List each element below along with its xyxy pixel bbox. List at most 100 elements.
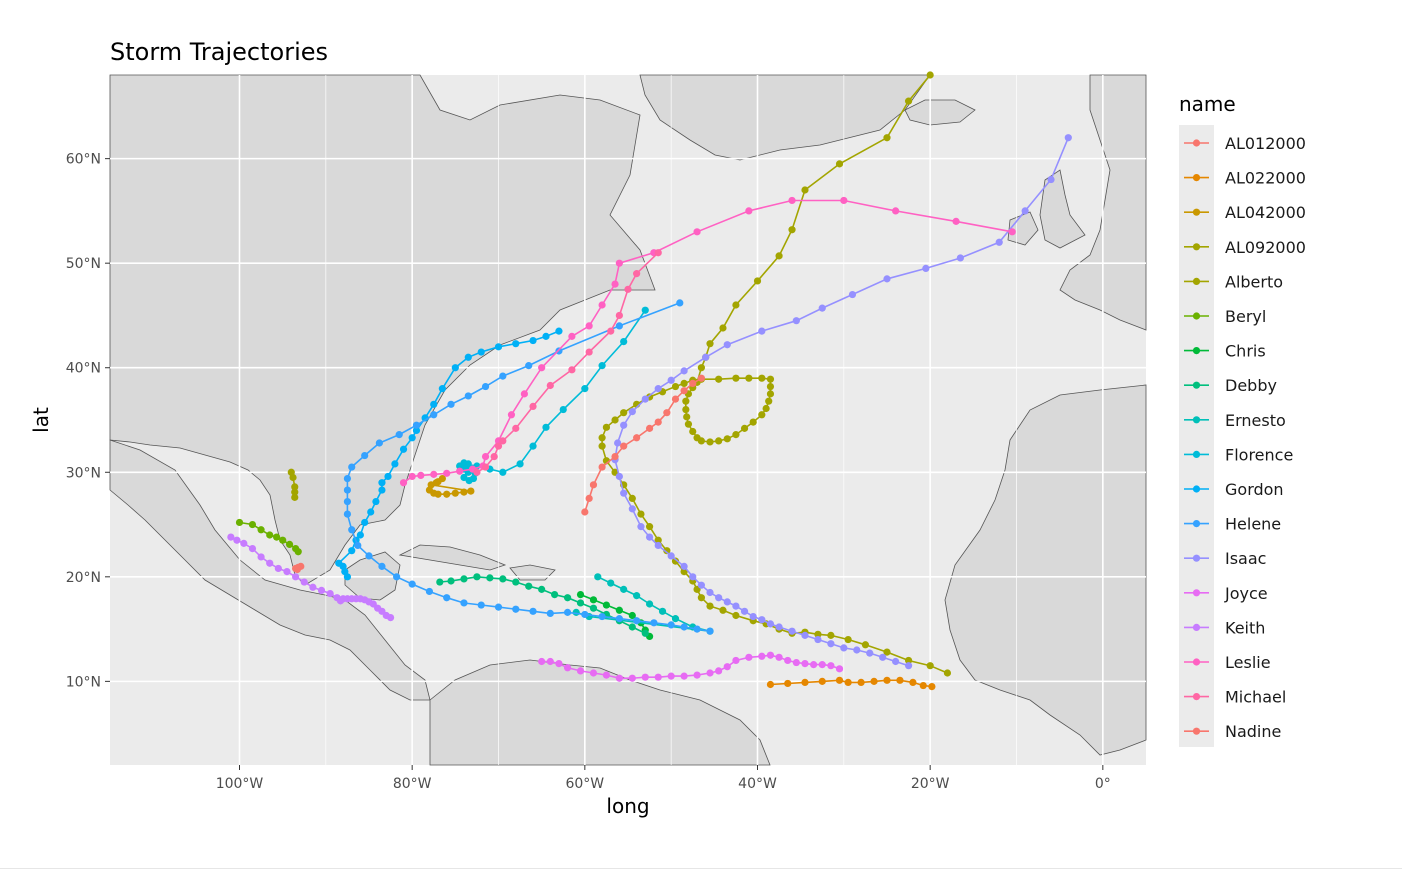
legend-key-point (1192, 139, 1201, 147)
track-point (408, 472, 416, 481)
track-point (689, 427, 697, 436)
track-point (451, 489, 459, 497)
legend-key-point (1192, 174, 1201, 182)
track-point (294, 548, 302, 556)
track-point (293, 565, 301, 574)
track-point (758, 411, 766, 419)
track-point (766, 382, 775, 391)
legend-item: Gordon (1184, 480, 1284, 499)
track-point (633, 617, 641, 625)
track-point (732, 431, 740, 439)
track-point (291, 493, 299, 501)
track-point (840, 644, 848, 652)
track-point (801, 678, 809, 687)
track-point (607, 579, 615, 587)
track-point (702, 353, 710, 361)
track-point (348, 463, 356, 471)
track-point (391, 460, 399, 468)
track-point (883, 134, 891, 142)
track-point (486, 574, 494, 582)
track-point (434, 490, 442, 498)
track-point (559, 405, 567, 414)
track-point (995, 238, 1003, 246)
track-point (857, 678, 865, 687)
track-point (598, 362, 606, 370)
track-gordon (335, 327, 563, 581)
track-point (719, 606, 727, 614)
track-point (520, 390, 529, 398)
legend-label: Ernesto (1225, 411, 1286, 430)
track-point (589, 596, 598, 604)
y-tick-label: 50°N (66, 256, 101, 272)
track-point (723, 663, 731, 671)
track-point (378, 562, 386, 570)
track-point (753, 277, 762, 285)
track-point (835, 665, 844, 673)
track-point (879, 653, 887, 661)
track-point (356, 531, 364, 539)
track-point (555, 659, 563, 668)
track-point (598, 442, 606, 450)
track-point (620, 409, 628, 417)
legend-label: Isaac (1225, 549, 1266, 568)
track-point (814, 630, 822, 638)
track-point (611, 416, 619, 424)
track-al092000 (287, 468, 299, 501)
track-point (650, 619, 658, 627)
legend-item: Michael (1184, 688, 1286, 707)
track-point (542, 423, 550, 431)
track-point (464, 353, 472, 361)
track-point (758, 652, 766, 660)
track-point (585, 494, 593, 503)
track-point (749, 418, 757, 426)
track-point (1047, 175, 1055, 184)
track-point (538, 585, 546, 593)
track-point (361, 451, 369, 460)
chart-title: Storm Trajectories (110, 38, 328, 66)
track-point (529, 336, 537, 345)
legend-key-point (1192, 277, 1201, 285)
track-point (667, 376, 675, 384)
track-point (443, 469, 451, 477)
track-point (585, 348, 593, 356)
track-point (956, 254, 964, 262)
track-point (715, 594, 723, 602)
track-point (620, 585, 628, 593)
track-point (628, 494, 636, 503)
track-point (507, 411, 516, 419)
track-point (464, 392, 472, 400)
track-point (706, 669, 714, 677)
x-tick-label: 0° (1095, 776, 1111, 792)
track-point (348, 547, 356, 555)
legend-item: Helene (1184, 515, 1281, 534)
y-axis-title: lat (29, 407, 53, 433)
track-point (693, 228, 701, 236)
track-point (551, 590, 559, 599)
track-point (460, 488, 468, 496)
track-point (620, 442, 628, 450)
track-point (283, 567, 291, 576)
legend-item: Isaac (1184, 549, 1266, 568)
track-point (637, 523, 645, 531)
track-point (467, 487, 475, 495)
track-point (680, 672, 688, 680)
track-point (693, 671, 701, 679)
track-point (602, 671, 611, 679)
track-point (706, 588, 714, 597)
track-point (645, 523, 654, 531)
track-point (926, 71, 934, 79)
legend-key-point (1192, 312, 1201, 320)
track-point (233, 536, 241, 544)
track-point (658, 607, 667, 615)
track-point (317, 586, 326, 595)
track-point (568, 332, 576, 340)
legend-key-point (1192, 208, 1201, 216)
track-point (680, 387, 688, 395)
legend-title: name (1179, 92, 1236, 116)
track-point (904, 662, 913, 670)
track-point (904, 97, 913, 105)
track-point (512, 340, 520, 348)
track-point (706, 602, 714, 610)
track-point (689, 379, 697, 388)
